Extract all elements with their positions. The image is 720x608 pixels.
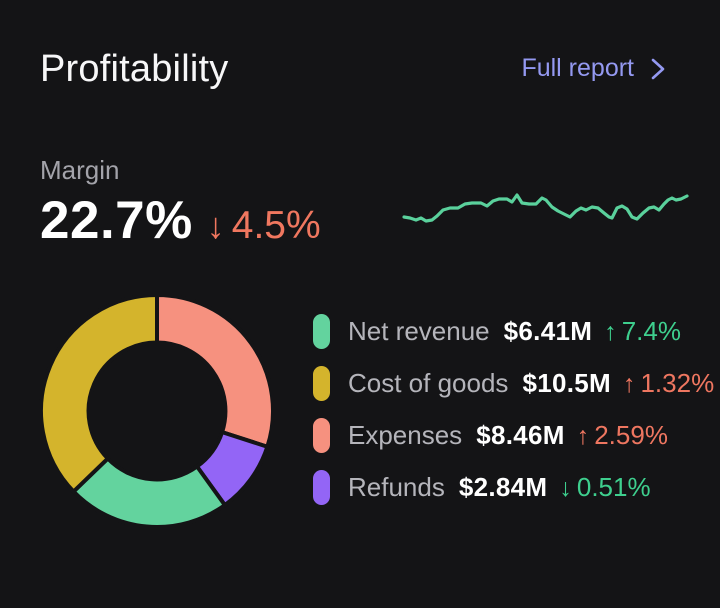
legend-item-expenses: Expenses $8.46M ↑ 2.59% — [313, 418, 714, 453]
legend-color-pill — [313, 470, 330, 505]
legend-delta: ↓ 0.51% — [559, 472, 650, 503]
legend-item-cost-of-goods: Cost of goods $10.5M ↑ 1.32% — [313, 366, 714, 401]
legend-delta: ↑ 7.4% — [604, 316, 681, 347]
arrow-up-icon: ↑ — [576, 422, 590, 450]
legend-delta-value: 1.32% — [640, 368, 715, 398]
chevron-right-icon — [651, 58, 665, 79]
legend-label: Cost of goods — [348, 368, 509, 398]
legend-value: $2.84M — [458, 472, 548, 502]
profit-donut-chart — [39, 292, 275, 529]
margin-trend-sparkline — [402, 193, 689, 223]
arrow-down-icon: ↓ — [559, 474, 572, 502]
legend-label: Expenses — [348, 420, 463, 450]
donut-segment-expenses — [155, 292, 275, 450]
legend-delta: ↑ 2.59% — [577, 420, 668, 451]
legend-delta-value: 2.59% — [594, 420, 668, 450]
arrow-up-icon: ↑ — [604, 318, 617, 346]
legend-value: $10.5M — [522, 368, 611, 398]
legend-delta-value: 7.4% — [621, 316, 681, 346]
donut-legend: Net revenue $6.41M ↑ 7.4% Cost of goods … — [313, 314, 714, 505]
legend-label: Net revenue — [348, 316, 490, 346]
legend-value: $8.46M — [476, 420, 565, 450]
donut-segment-cost-of-goods — [39, 292, 159, 495]
margin-label: Margin — [40, 155, 120, 185]
legend-color-pill — [313, 418, 330, 453]
legend-label: Refunds — [348, 472, 445, 502]
arrow-up-icon: ↑ — [622, 370, 636, 398]
legend-value: $6.41M — [503, 316, 593, 346]
margin-value: 22.7% — [40, 191, 193, 250]
legend-item-refunds: Refunds $2.84M ↓ 0.51% — [313, 470, 714, 505]
sparkline-path — [402, 193, 689, 223]
legend-delta-value: 0.51% — [576, 472, 651, 502]
legend-item-net-revenue: Net revenue $6.41M ↑ 7.4% — [313, 314, 714, 349]
margin-value-row: 22.7% ↓ 4.5% — [40, 191, 321, 251]
full-report-link-label: Full report — [521, 54, 634, 82]
arrow-down-icon: ↓ — [206, 205, 225, 246]
margin-delta: ↓ 4.5% — [207, 204, 321, 248]
page-title: Profitability — [40, 48, 229, 90]
full-report-link[interactable]: Full report — [521, 54, 668, 83]
legend-delta: ↑ 1.32% — [623, 368, 714, 399]
legend-color-pill — [313, 366, 330, 401]
margin-delta-value: 4.5% — [231, 204, 321, 247]
legend-color-pill — [313, 314, 330, 349]
